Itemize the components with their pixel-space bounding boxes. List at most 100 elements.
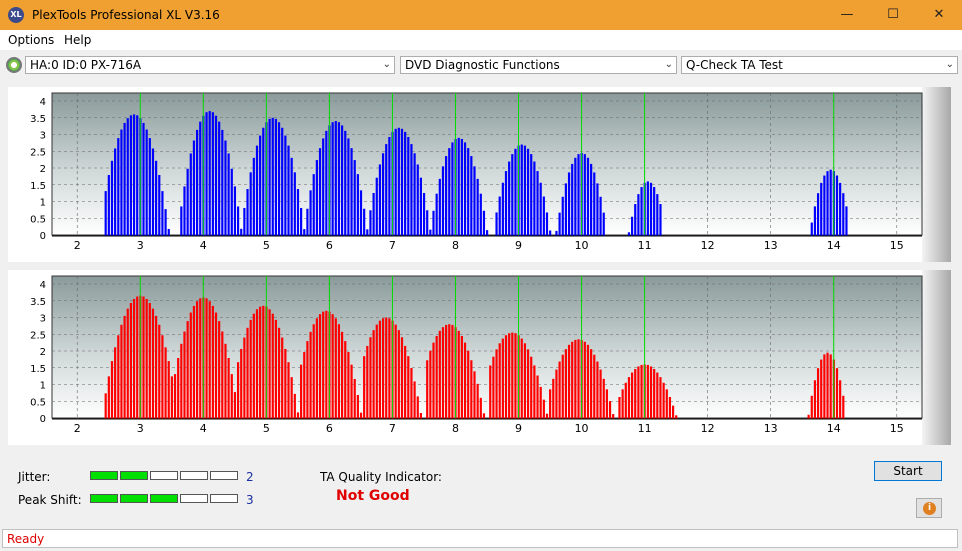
test-select[interactable]: Q-Check TA Test ⌄ xyxy=(681,56,958,74)
data-bar xyxy=(262,127,265,236)
data-bar xyxy=(649,366,653,419)
data-bar xyxy=(249,319,252,419)
data-bar xyxy=(561,354,564,419)
data-bar xyxy=(227,153,230,236)
data-bar xyxy=(142,296,145,419)
menu-options[interactable]: Options xyxy=(8,33,55,47)
x-tick-label: 3 xyxy=(137,422,144,435)
x-tick-label: 7 xyxy=(389,422,396,435)
function-select-value: DVD Diagnostic Functions xyxy=(405,58,560,72)
data-bar xyxy=(571,341,574,419)
data-bar xyxy=(646,364,649,419)
data-bar xyxy=(400,337,404,419)
data-bar xyxy=(640,187,643,236)
chevron-down-icon: ⌄ xyxy=(945,59,954,70)
data-bar xyxy=(555,369,558,419)
data-bar xyxy=(419,412,423,419)
info-button[interactable]: i xyxy=(916,498,942,518)
data-bar xyxy=(145,298,148,419)
data-bar xyxy=(129,115,133,236)
data-bar xyxy=(842,395,845,419)
data-bar xyxy=(574,339,577,419)
data-bar xyxy=(325,130,328,236)
data-bar xyxy=(448,324,451,419)
y-tick-label: 4 xyxy=(40,97,46,108)
data-bar xyxy=(533,365,536,419)
x-tick-label: 10 xyxy=(575,422,589,435)
data-bar xyxy=(646,181,649,236)
x-tick-label: 11 xyxy=(638,239,652,252)
data-bar xyxy=(407,356,410,419)
data-bar xyxy=(435,193,438,236)
data-bar xyxy=(331,122,334,236)
data-bar xyxy=(829,354,832,419)
data-bar xyxy=(520,144,523,236)
controls-panel: Jitter: 2 Peak Shift: 3 TA Quality Indic… xyxy=(8,459,951,524)
data-bar xyxy=(381,153,385,236)
data-bar xyxy=(334,121,337,236)
x-tick-label: 12 xyxy=(701,422,715,435)
data-bar xyxy=(236,206,240,236)
data-bar xyxy=(385,317,388,419)
data-bar xyxy=(599,196,602,236)
x-tick-label: 10 xyxy=(575,239,589,252)
data-bar xyxy=(634,368,637,419)
data-bar xyxy=(445,156,448,236)
data-bar xyxy=(306,208,309,236)
start-button[interactable]: Start xyxy=(874,461,942,481)
data-bar xyxy=(120,324,123,419)
data-bar xyxy=(608,401,612,419)
peakshift-meter-segment xyxy=(90,494,118,503)
data-bar xyxy=(177,357,180,419)
data-bar xyxy=(820,359,823,419)
data-bar xyxy=(183,331,186,419)
close-button[interactable]: ✕ xyxy=(933,7,945,22)
data-bar xyxy=(823,175,826,236)
data-bar xyxy=(240,228,243,236)
data-bar xyxy=(813,380,817,419)
data-bar xyxy=(407,136,410,236)
x-tick-label: 3 xyxy=(137,239,144,252)
data-bar xyxy=(120,129,123,236)
data-bar xyxy=(419,177,423,236)
data-bar xyxy=(240,348,243,419)
y-tick-label: 1 xyxy=(40,381,46,392)
data-bar xyxy=(668,396,672,419)
data-bar xyxy=(504,335,508,419)
data-bar xyxy=(482,413,486,419)
function-select[interactable]: DVD Diagnostic Functions ⌄ xyxy=(400,56,677,74)
data-bar xyxy=(158,174,161,236)
data-bar xyxy=(810,222,813,236)
data-bar xyxy=(432,342,435,419)
data-bar xyxy=(255,309,259,419)
window-title: PlexTools Professional XL V3.16 xyxy=(32,8,220,22)
menu-help[interactable]: Help xyxy=(64,33,92,47)
data-bar xyxy=(596,183,599,236)
data-bar xyxy=(675,415,678,419)
x-tick-label: 2 xyxy=(74,422,81,435)
chart-side-shade xyxy=(922,270,951,445)
data-bar xyxy=(161,191,164,236)
data-bar xyxy=(104,191,107,236)
data-bar xyxy=(486,230,489,236)
data-bar xyxy=(413,381,416,419)
data-bar xyxy=(476,383,479,419)
data-bar xyxy=(552,378,555,419)
jitter-meter-segment xyxy=(150,471,178,480)
maximize-button[interactable]: ☐ xyxy=(887,7,899,22)
minimize-button[interactable]: — xyxy=(840,7,854,22)
data-bar xyxy=(577,339,580,419)
data-bar xyxy=(249,172,252,236)
drive-select-value: HA:0 ID:0 PX-716A xyxy=(30,58,142,72)
data-bar xyxy=(602,378,605,419)
data-bar xyxy=(110,361,114,419)
data-bar xyxy=(214,115,218,236)
data-bar xyxy=(410,367,413,419)
data-bar xyxy=(574,157,577,236)
data-bar xyxy=(438,330,441,419)
data-bar xyxy=(252,313,255,419)
x-tick-label: 8 xyxy=(452,239,459,252)
x-tick-label: 4 xyxy=(200,422,207,435)
drive-select[interactable]: HA:0 ID:0 PX-716A ⌄ xyxy=(25,56,395,74)
data-bar xyxy=(631,216,634,236)
